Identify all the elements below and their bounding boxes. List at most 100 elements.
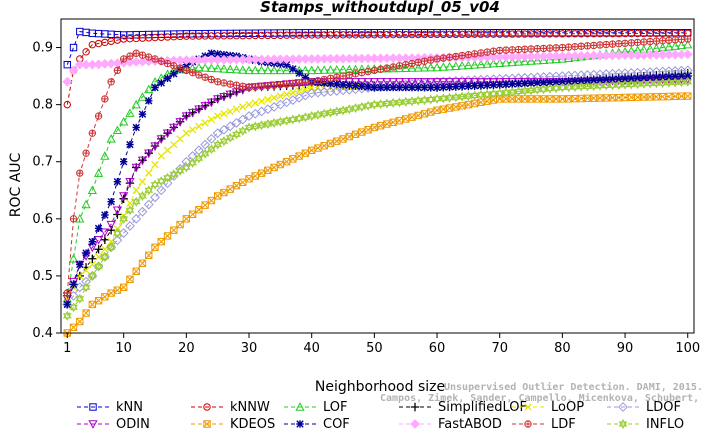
data-point — [82, 249, 90, 257]
legend-item-inflo: INFLO — [607, 417, 684, 432]
data-point — [488, 58, 499, 68]
legend-label: LDF — [551, 417, 576, 432]
data-point — [438, 62, 448, 71]
legend-item-lof: LOF — [284, 400, 348, 415]
data-point — [389, 83, 397, 92]
x-tick-label: 50 — [366, 341, 383, 356]
y-tick-label: 0.7 — [32, 155, 53, 170]
data-point — [88, 254, 97, 263]
data-point — [458, 82, 466, 91]
data-point — [119, 158, 128, 166]
data-point — [232, 129, 241, 140]
data-point — [426, 78, 436, 87]
data-point — [145, 169, 153, 177]
data-point — [426, 94, 436, 105]
data-point — [477, 81, 485, 90]
data-point — [219, 64, 229, 73]
data-point — [502, 80, 510, 89]
data-point — [489, 47, 498, 55]
data-point — [652, 37, 661, 45]
data-point — [119, 213, 129, 224]
data-point — [345, 71, 353, 79]
data-point — [251, 172, 259, 180]
data-point — [333, 80, 341, 88]
data-point — [482, 59, 492, 68]
data-point — [451, 92, 461, 103]
data-point — [201, 201, 209, 209]
data-point — [326, 74, 335, 82]
data-point — [144, 84, 154, 94]
data-point — [444, 61, 455, 71]
data-point — [107, 289, 115, 297]
data-point — [621, 75, 629, 83]
data-point — [395, 116, 404, 125]
data-point — [220, 110, 228, 118]
data-point — [513, 57, 524, 66]
data-point — [157, 237, 165, 246]
data-point — [138, 259, 147, 268]
data-point — [145, 53, 153, 61]
legend-label: SimplifiedLOF — [438, 400, 527, 415]
data-point — [608, 75, 617, 84]
data-point — [63, 100, 71, 109]
series-inflo — [62, 76, 693, 321]
data-point — [570, 81, 580, 92]
data-point — [388, 78, 398, 87]
data-point — [214, 112, 222, 120]
data-point — [683, 76, 693, 87]
data-point — [445, 92, 454, 103]
data-point — [307, 111, 317, 122]
data-point — [175, 165, 185, 176]
data-point — [137, 206, 148, 217]
data-point — [571, 43, 579, 51]
data-point — [626, 79, 636, 90]
data-point — [633, 79, 642, 90]
data-point — [558, 43, 567, 52]
data-point — [126, 275, 134, 284]
legend-marker — [203, 420, 211, 428]
x-tick-label: 1 — [63, 341, 71, 356]
data-point — [333, 137, 341, 145]
data-point — [646, 74, 654, 82]
data-point — [131, 196, 141, 207]
data-point — [276, 81, 285, 89]
data-point — [113, 286, 122, 294]
data-point — [358, 128, 366, 136]
data-point — [589, 81, 599, 92]
legend-item-odin: ODIN — [77, 417, 150, 432]
data-point — [245, 175, 253, 183]
data-point — [138, 178, 147, 186]
data-point — [477, 49, 485, 57]
data-point — [682, 49, 693, 60]
data-point — [239, 103, 247, 111]
data-point — [464, 51, 473, 59]
data-point — [314, 77, 322, 85]
data-point — [676, 40, 687, 50]
data-point — [119, 283, 128, 292]
data-point — [194, 153, 204, 164]
data-point — [182, 215, 191, 223]
data-point — [156, 135, 166, 144]
data-point — [432, 93, 442, 104]
data-point — [427, 56, 435, 64]
data-point — [595, 80, 605, 91]
legend-marker — [524, 403, 532, 411]
data-point — [614, 79, 624, 90]
data-point — [545, 83, 555, 94]
data-point — [439, 105, 448, 113]
data-point — [652, 73, 661, 82]
data-point — [413, 78, 423, 87]
data-point — [226, 80, 234, 88]
data-point — [289, 79, 297, 88]
data-point — [684, 92, 692, 100]
data-point — [206, 98, 217, 108]
data-point — [439, 54, 448, 62]
data-point — [207, 75, 216, 84]
data-point — [82, 266, 90, 274]
data-point — [206, 63, 217, 72]
data-point — [156, 176, 166, 187]
data-point — [389, 63, 397, 71]
data-point — [670, 41, 680, 50]
data-point — [219, 124, 229, 135]
